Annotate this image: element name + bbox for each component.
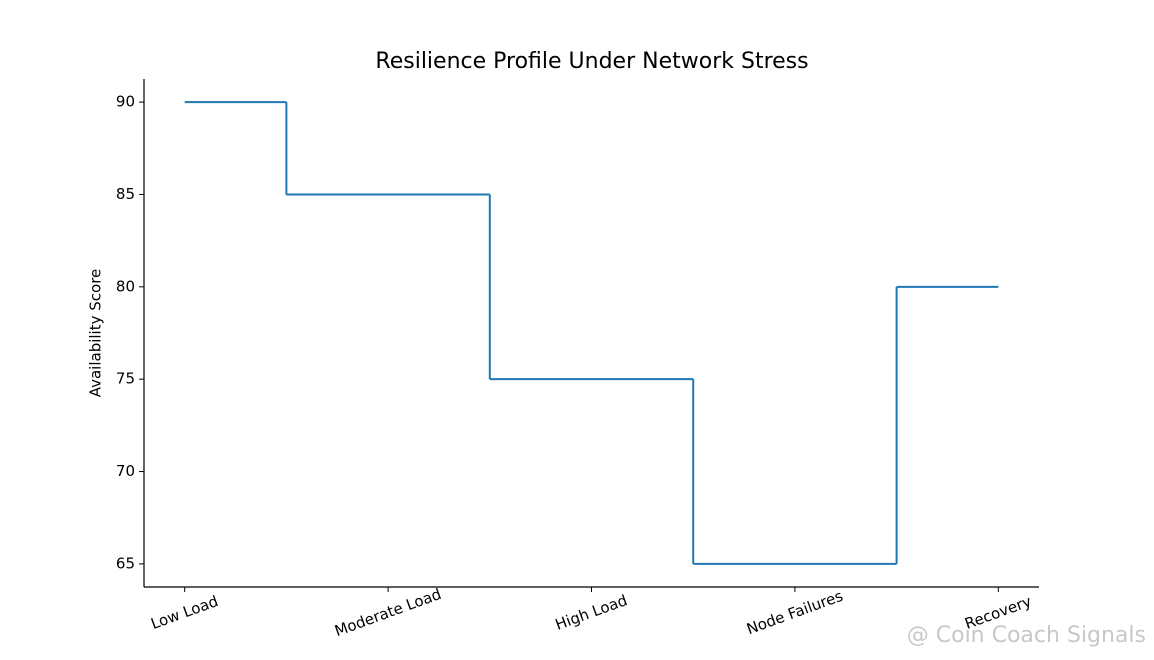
y-tick-label: 90: [116, 93, 135, 111]
watermark: @ Coin Coach Signals: [907, 623, 1146, 648]
y-tick-label: 80: [116, 277, 135, 295]
y-tick-label: 85: [116, 185, 135, 203]
x-tick-label: Node Failures: [744, 587, 845, 639]
x-tick-label: Low Load: [148, 592, 220, 633]
y-axis-label: Availability Score: [87, 269, 105, 398]
x-tick-label: Moderate Load: [332, 585, 443, 640]
y-tick-label: 65: [116, 554, 135, 572]
y-tick-label: 70: [116, 462, 135, 480]
x-tick-label: High Load: [553, 591, 630, 634]
y-tick-label: 75: [116, 370, 135, 388]
chart-title: Resilience Profile Under Network Stress: [375, 49, 808, 74]
